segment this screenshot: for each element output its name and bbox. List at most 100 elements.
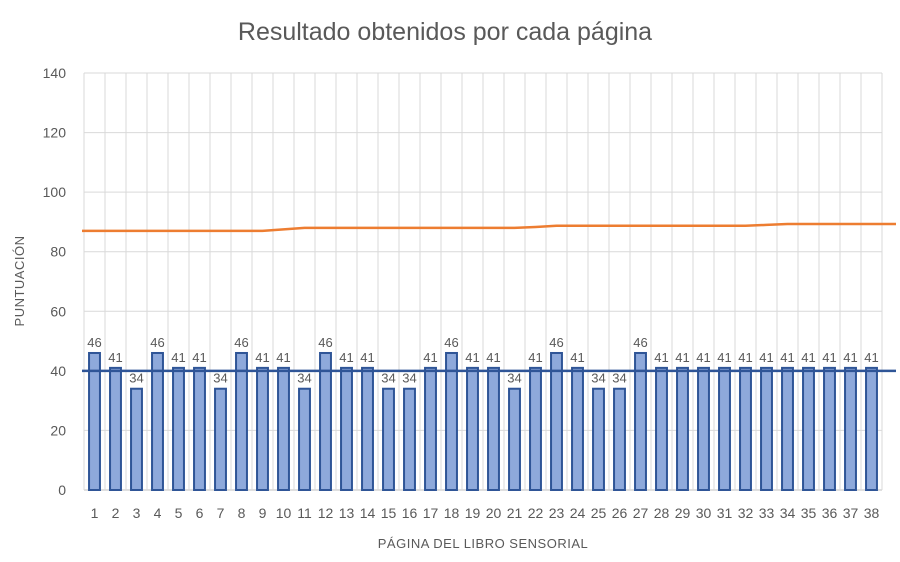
data-label: 41 — [339, 350, 353, 365]
x-tick-label: 2 — [112, 505, 120, 521]
x-tick-label: 32 — [738, 505, 754, 521]
x-tick-label: 11 — [297, 505, 312, 521]
data-label: 41 — [255, 350, 269, 365]
y-tick-label: 120 — [43, 125, 67, 141]
x-tick-label: 34 — [780, 505, 796, 521]
data-label: 41 — [171, 350, 185, 365]
chart-title: Resultado obtenidos por cada página — [238, 18, 652, 46]
bar — [550, 351, 563, 491]
data-label: 34 — [297, 371, 311, 386]
data-label: 34 — [612, 371, 626, 386]
y-axis-ticks: 0 20 40 60 80 100 120 140 — [43, 65, 67, 498]
bar — [613, 387, 626, 492]
data-label: 46 — [633, 335, 647, 350]
x-axis-label: PÁGINA DEL LIBRO SENSORIAL — [378, 536, 588, 551]
series-line — [82, 222, 896, 233]
bar — [718, 366, 731, 491]
x-tick-label: 17 — [423, 505, 439, 521]
bar — [88, 351, 101, 491]
data-label: 41 — [528, 350, 542, 365]
x-tick-label: 25 — [591, 505, 607, 521]
bar — [151, 351, 164, 491]
bar — [844, 366, 857, 491]
bar — [256, 366, 269, 491]
bar — [676, 366, 689, 491]
x-tick-label: 6 — [196, 505, 204, 521]
data-label: 46 — [444, 335, 458, 350]
bar — [634, 351, 647, 491]
x-tick-label: 12 — [318, 505, 334, 521]
y-tick-label: 40 — [50, 363, 66, 379]
x-tick-label: 16 — [402, 505, 418, 521]
x-tick-label: 5 — [175, 505, 183, 521]
bar — [466, 366, 479, 491]
x-tick-label: 4 — [154, 505, 162, 521]
bar — [655, 366, 668, 491]
data-label: 41 — [696, 350, 710, 365]
bar — [508, 387, 521, 492]
data-label-layer: 46 41 34 46 41 41 34 46 41 41 34 46 41 41 34 34 41 46 41 41… — [87, 335, 878, 386]
data-label: 41 — [843, 350, 857, 365]
bar — [592, 387, 605, 492]
data-label: 41 — [738, 350, 752, 365]
data-label: 41 — [486, 350, 500, 365]
bar — [277, 366, 290, 491]
x-axis-ticks: 1 2 3 4 5 6 7 8 9 10 11 12 13 14 15 16 17 18 19 20 21 22 23 24 2… — [91, 505, 880, 521]
bar — [298, 387, 311, 492]
line-layer — [82, 222, 896, 373]
x-tick-label: 33 — [759, 505, 775, 521]
data-label: 41 — [780, 350, 794, 365]
x-tick-label: 38 — [864, 505, 880, 521]
data-label: 41 — [108, 350, 122, 365]
data-label: 46 — [549, 335, 563, 350]
x-tick-label: 9 — [259, 505, 267, 521]
bar — [382, 387, 395, 492]
data-label: 46 — [87, 335, 101, 350]
x-tick-label: 21 — [507, 505, 523, 521]
data-label: 46 — [318, 335, 332, 350]
data-label: 46 — [234, 335, 248, 350]
y-tick-label: 20 — [50, 422, 66, 438]
x-tick-label: 29 — [675, 505, 691, 521]
bar — [172, 366, 185, 491]
bar — [130, 387, 143, 492]
bar — [235, 351, 248, 491]
bar — [445, 351, 458, 491]
bar — [802, 366, 815, 491]
data-label: 34 — [213, 371, 227, 386]
x-tick-label: 15 — [381, 505, 397, 521]
y-tick-label: 80 — [50, 244, 66, 260]
bar — [424, 366, 437, 491]
data-label: 41 — [276, 350, 290, 365]
data-label: 41 — [822, 350, 836, 365]
data-label: 41 — [192, 350, 206, 365]
y-tick-label: 0 — [58, 482, 66, 498]
bar — [865, 366, 878, 491]
data-label: 34 — [129, 371, 143, 386]
x-tick-label: 7 — [217, 505, 225, 521]
grid-layer — [83, 72, 883, 491]
x-tick-label: 13 — [339, 505, 355, 521]
y-tick-label: 140 — [43, 65, 67, 81]
bar — [571, 366, 584, 491]
x-tick-label: 1 — [91, 505, 99, 521]
bar — [760, 366, 773, 491]
bar-layer — [88, 351, 878, 492]
x-tick-label: 18 — [444, 505, 460, 521]
data-label: 41 — [654, 350, 668, 365]
x-tick-label: 14 — [360, 505, 376, 521]
data-label: 46 — [150, 335, 164, 350]
x-tick-label: 35 — [801, 505, 817, 521]
x-tick-label: 26 — [612, 505, 628, 521]
x-tick-label: 20 — [486, 505, 502, 521]
bar — [739, 366, 752, 491]
x-tick-label: 24 — [570, 505, 586, 521]
data-label: 41 — [360, 350, 374, 365]
x-tick-label: 19 — [465, 505, 481, 521]
x-tick-label: 27 — [633, 505, 649, 521]
y-axis-label: PUNTUACIÓN — [12, 236, 27, 327]
data-label: 41 — [675, 350, 689, 365]
x-tick-label: 31 — [717, 505, 733, 521]
bar — [361, 366, 374, 491]
